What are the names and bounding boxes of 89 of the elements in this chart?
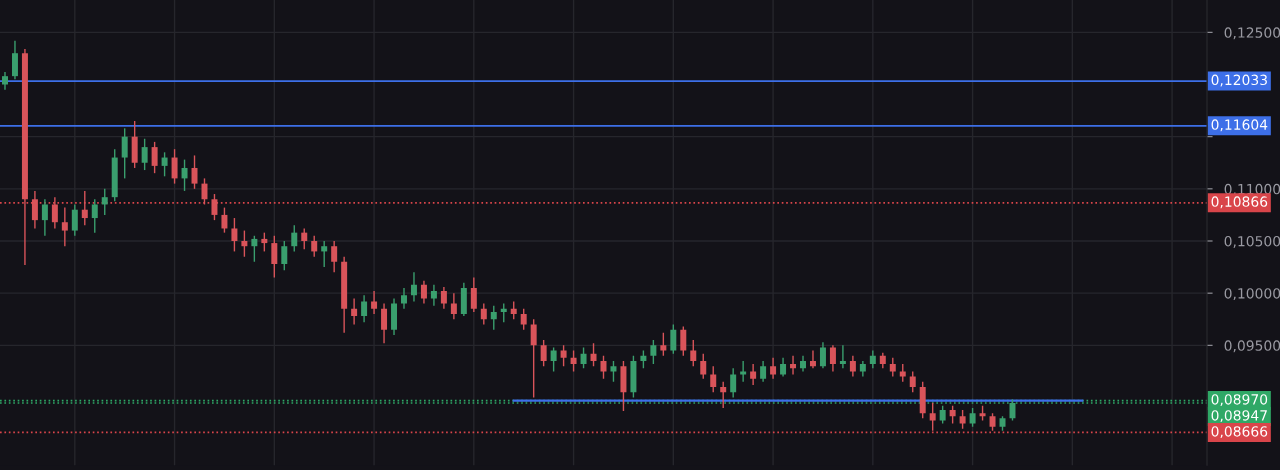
candlestick <box>440 286 447 310</box>
candlestick <box>839 344 846 369</box>
candlestick <box>969 407 976 428</box>
candlestick <box>191 154 198 190</box>
candlestick <box>231 217 238 253</box>
candlestick <box>301 227 308 251</box>
candlestick <box>690 339 697 367</box>
candlestick <box>730 367 737 399</box>
candlestick <box>91 198 98 234</box>
y-tick-label: 0,11000 <box>1224 183 1280 196</box>
candlestick <box>171 148 178 185</box>
candlestick <box>251 235 258 263</box>
candlestick <box>271 235 278 279</box>
candlestick <box>590 342 597 367</box>
candlestick <box>241 229 248 258</box>
candlestick <box>550 346 557 373</box>
candlestick <box>410 271 417 303</box>
candlestick <box>201 177 208 206</box>
candlestick <box>361 294 368 324</box>
candlestick <box>670 323 677 355</box>
y-tick-label: 0,10500 <box>1224 235 1280 248</box>
candlestick <box>321 240 328 268</box>
candlestick <box>311 235 318 258</box>
candlestick <box>570 349 577 373</box>
candlestick <box>450 292 457 320</box>
candlestick <box>650 339 657 365</box>
candlestick <box>151 141 158 174</box>
candlestick <box>291 224 298 253</box>
candlestick <box>161 151 168 178</box>
candlestick <box>211 193 218 221</box>
candlestick <box>790 355 797 376</box>
candlestick <box>141 138 148 171</box>
ref-line-label: 0,08970 <box>1211 394 1268 407</box>
candlestick <box>281 240 288 271</box>
candlestick <box>889 357 896 378</box>
candlestick <box>500 302 507 324</box>
candlestick <box>540 339 547 367</box>
candlestick <box>819 341 826 369</box>
candlestick <box>750 363 757 386</box>
candlestick <box>181 158 188 192</box>
candlestick <box>371 290 378 315</box>
candlestick <box>41 198 48 237</box>
candlestick <box>760 360 767 383</box>
candlestick <box>31 190 38 230</box>
candlestick <box>959 409 966 430</box>
candlestick <box>420 279 427 305</box>
candlestick <box>81 190 88 227</box>
candlestick <box>780 357 787 378</box>
candlestick <box>61 206 68 247</box>
candlestick <box>381 302 388 344</box>
candlestick <box>121 127 128 180</box>
ref-line-label: 0,10866 <box>1211 196 1268 209</box>
candlestick <box>11 39 18 80</box>
legend-label: 0,08947 <box>1211 410 1267 423</box>
candlestick <box>480 302 487 326</box>
candlestick <box>680 325 687 357</box>
candlestick <box>101 188 108 216</box>
candlestick <box>470 276 477 313</box>
y-tick-label: 0,12500 <box>1224 27 1280 40</box>
candlestick <box>490 304 497 331</box>
candlestick <box>580 346 587 369</box>
candlestick <box>560 344 567 367</box>
candlestick <box>51 196 58 230</box>
y-tick-label: 0,09500 <box>1224 340 1280 353</box>
candlestick <box>430 284 437 307</box>
candlestick <box>700 352 707 380</box>
candlestick <box>660 332 667 357</box>
candlestick <box>710 365 717 393</box>
candlestick <box>770 357 777 380</box>
candlestick <box>849 355 856 378</box>
candlestick <box>740 360 747 383</box>
candlestick <box>530 318 537 399</box>
candlestick <box>520 308 527 331</box>
candlestick <box>351 297 358 326</box>
candlestick <box>929 402 936 432</box>
candlestick <box>720 381 727 409</box>
candlestick <box>71 203 78 237</box>
candlestick <box>261 231 268 253</box>
candlestick <box>221 206 228 234</box>
y-tick-label: 0,10000 <box>1224 288 1280 301</box>
ref-line-label: 0,08666 <box>1211 426 1268 439</box>
candlestick <box>809 349 816 369</box>
ref-line-label: 0,11604 <box>1211 119 1268 132</box>
candlestick <box>829 344 836 373</box>
ref-line-label: 0,12033 <box>1211 74 1267 87</box>
candlestick <box>909 370 916 393</box>
candlestick <box>331 240 338 273</box>
candlestick <box>610 360 617 383</box>
candlestick <box>401 287 407 310</box>
